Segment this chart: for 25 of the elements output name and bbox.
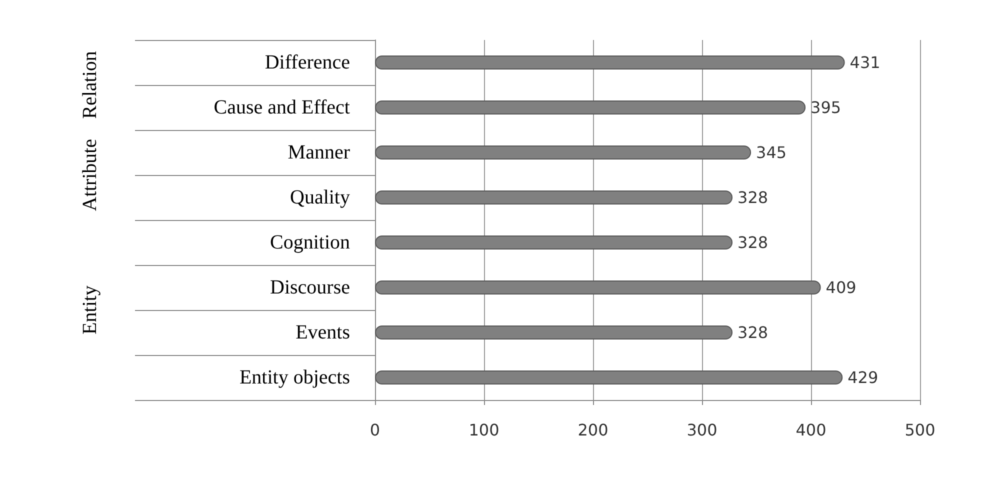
data-label: 328	[738, 233, 768, 252]
y-tick-label: Discourse	[270, 276, 350, 298]
text: Attribute	[79, 138, 101, 212]
data-label: 409	[826, 278, 856, 297]
data-label: 395	[810, 98, 842, 117]
y-tick-label: Quality	[290, 186, 350, 208]
data-label: 328	[738, 323, 768, 342]
x-tick-label: 100	[468, 420, 500, 440]
x-tick-label: 400	[796, 420, 826, 440]
data-label: 345	[756, 143, 787, 162]
y-tick-label: Entity objects	[239, 366, 350, 388]
y-tick-label: Events	[296, 322, 350, 344]
text: Relation	[79, 51, 101, 119]
data-label: 429	[848, 368, 878, 387]
y-tick-label: Cause and Effect	[214, 96, 350, 118]
x-tick-label: 0	[370, 420, 380, 440]
x-tick-label: 300	[686, 420, 718, 440]
x-tick-label: 500	[904, 420, 936, 440]
x-tick-label: 200	[578, 420, 608, 440]
y-tick-label: Difference	[264, 52, 350, 74]
data-label: 431	[850, 53, 880, 72]
y-tick-label: Manner	[288, 142, 350, 164]
y-tick-label: Cognition	[270, 232, 350, 254]
data-label: 328	[738, 188, 768, 207]
text: Entity	[79, 286, 101, 334]
